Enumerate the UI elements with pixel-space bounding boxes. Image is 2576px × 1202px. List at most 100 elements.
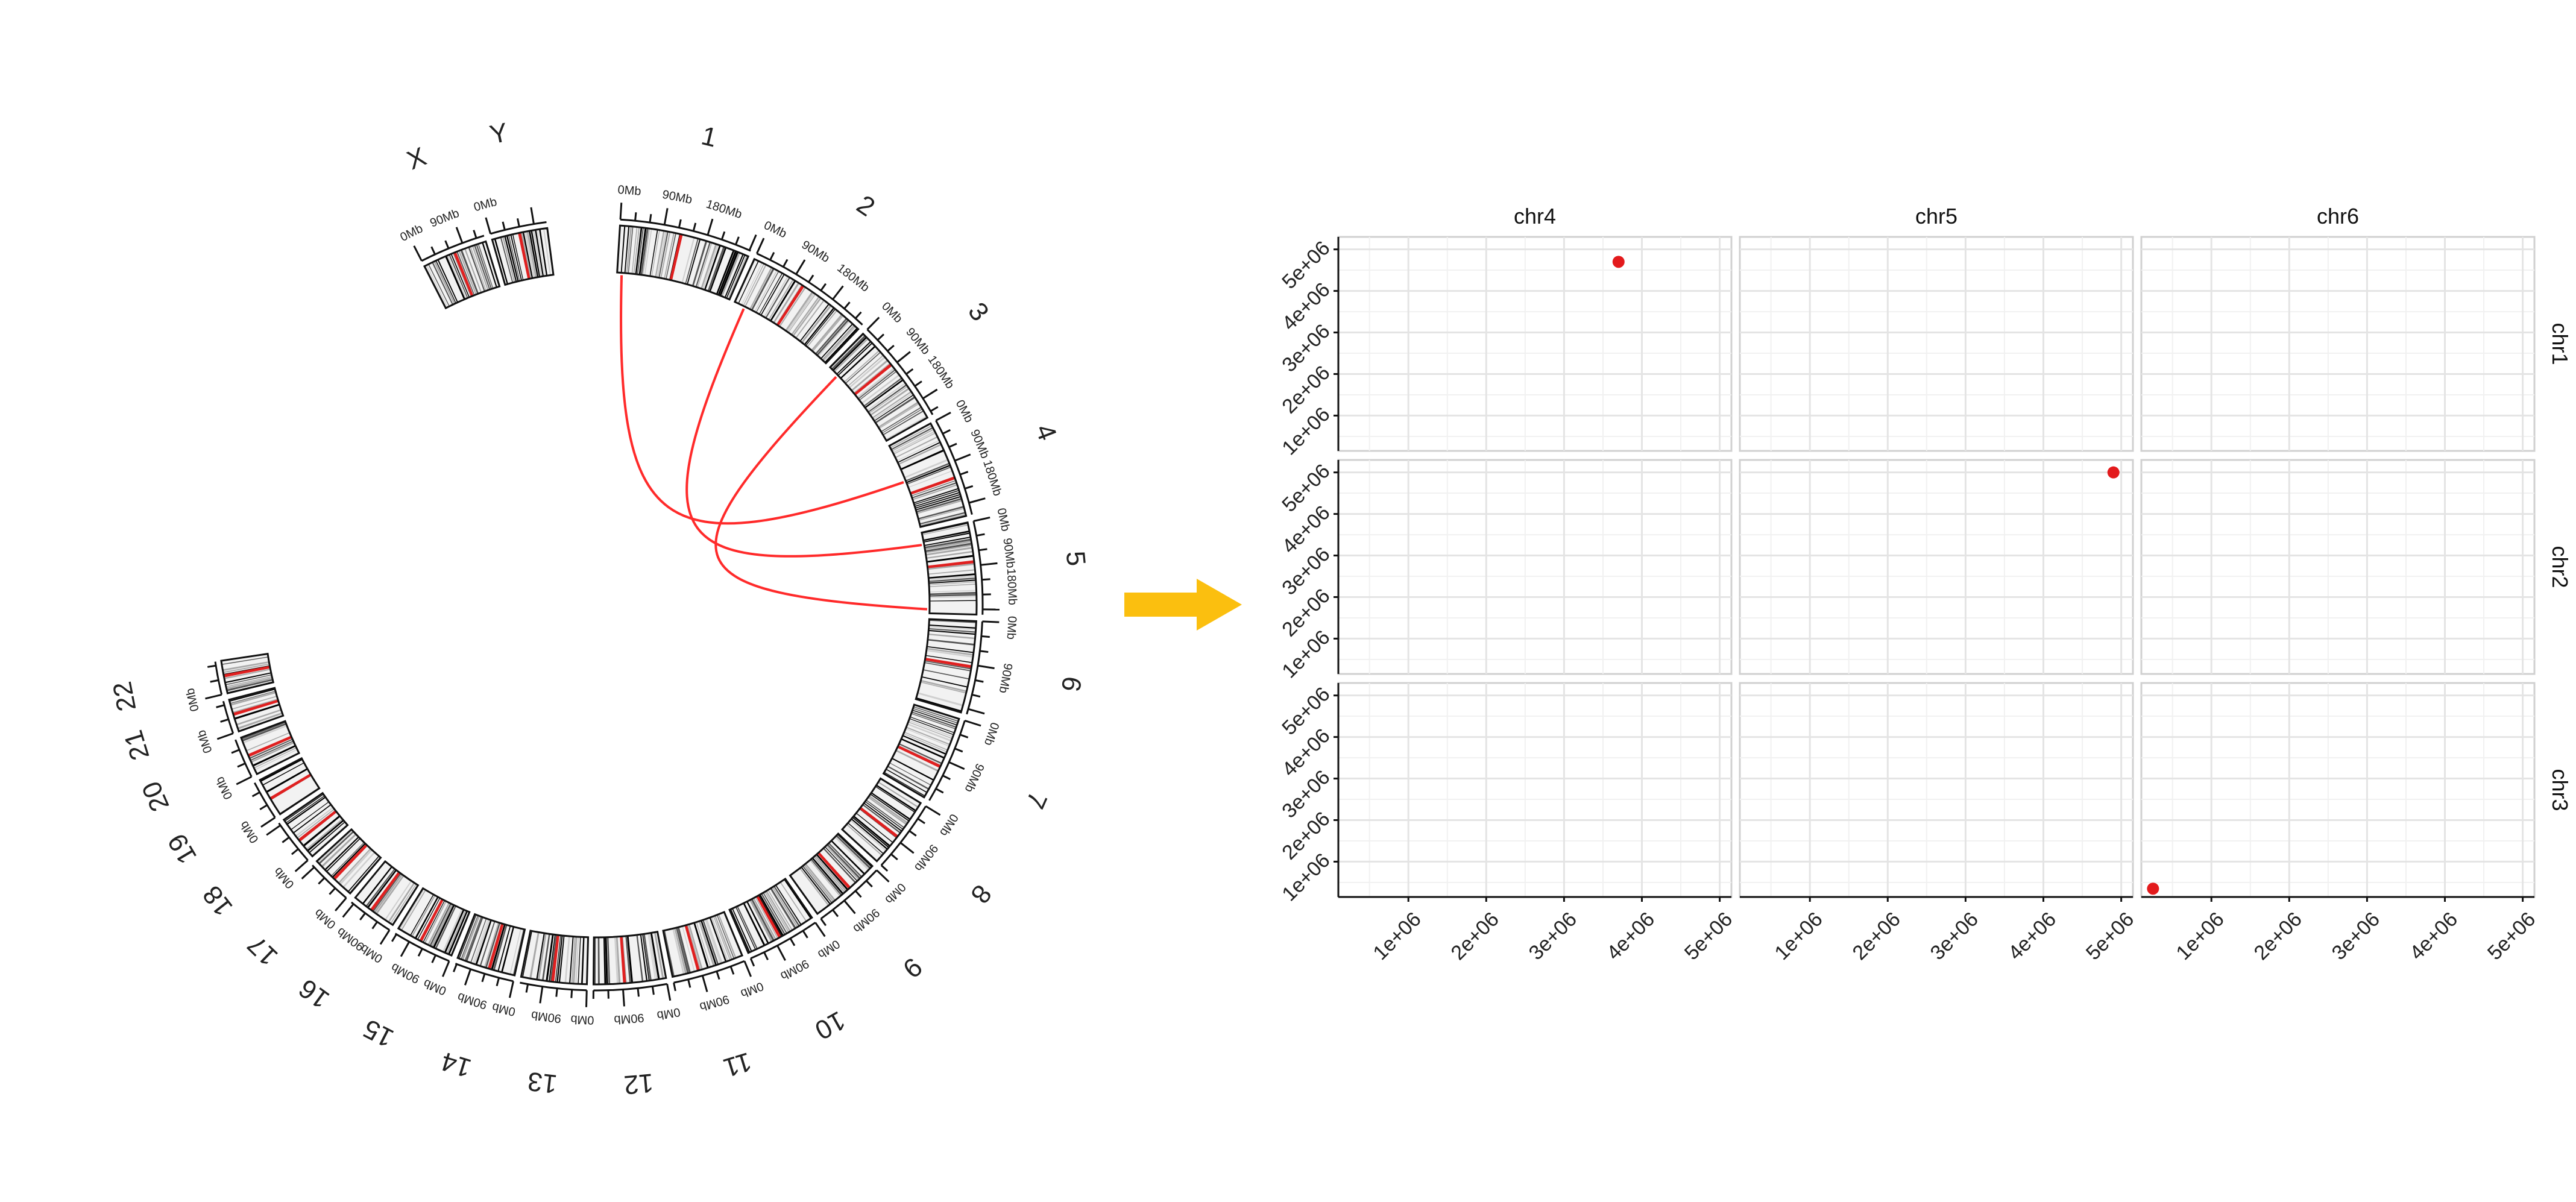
cytoband [858, 369, 896, 400]
cytoband [840, 345, 876, 379]
axis-tick [854, 311, 862, 319]
cytoband [330, 842, 365, 876]
panel-background [1739, 682, 2134, 898]
axis-tick [455, 227, 464, 244]
cytoband [221, 656, 268, 665]
axis-tick [622, 989, 625, 1007]
cytoband [878, 781, 919, 808]
cytoband [447, 255, 467, 299]
axis-tick [876, 869, 890, 883]
link-2-5 [685, 308, 922, 558]
cytoband [912, 710, 957, 726]
cytoband [716, 914, 735, 959]
cytoband [875, 784, 916, 812]
cytoband [911, 480, 956, 497]
chromosome-axis [966, 621, 983, 715]
cytoband [920, 514, 966, 526]
axis-tick [880, 864, 889, 872]
cytoband [640, 228, 649, 275]
axis-tick [964, 720, 981, 727]
cytoband [914, 489, 960, 505]
cytoband [502, 236, 515, 283]
axis-tick [832, 909, 839, 917]
cytoband [929, 584, 977, 587]
cytoband [654, 932, 664, 979]
cytoband [286, 796, 326, 825]
cytoband [730, 909, 751, 953]
cytoband [717, 251, 737, 295]
cytoband [676, 927, 689, 974]
ideogram-outline [491, 227, 555, 286]
cytoband [385, 880, 412, 920]
cytoband [767, 889, 793, 931]
cytoband [918, 508, 965, 521]
cytoband [390, 884, 417, 924]
cytoband [321, 833, 357, 867]
cytoband [903, 733, 947, 752]
cytoband [785, 291, 814, 332]
panel-background [2140, 236, 2536, 452]
cytoband [815, 318, 848, 354]
chromosome-axis [972, 521, 984, 615]
cytoband [410, 894, 434, 936]
cytoband [928, 581, 976, 585]
cytoband [847, 354, 884, 387]
cytoband [885, 415, 927, 441]
cytoband [367, 869, 397, 908]
cytoband [834, 338, 869, 373]
cytoband [872, 391, 912, 419]
axis-tick [749, 958, 755, 967]
transform-arrow-group [1124, 579, 1242, 631]
mb-label: 0Mb [1004, 615, 1019, 640]
cytoband [929, 600, 977, 602]
cytoband [718, 914, 737, 958]
cytoband [347, 855, 380, 892]
cytoband [687, 239, 701, 285]
cytoband [791, 296, 820, 336]
cytoband [823, 848, 857, 884]
cytoband [433, 904, 455, 948]
centromere-band [669, 234, 683, 281]
ideogram-outline [828, 332, 929, 442]
cytoband [306, 819, 343, 850]
cytoband [431, 904, 453, 948]
cytoband [475, 920, 492, 965]
cytoband [851, 359, 889, 392]
cytoband [528, 230, 539, 277]
cytoband [738, 260, 759, 304]
cytoband [701, 920, 717, 966]
axis-tick [525, 984, 529, 993]
axis-tick [231, 749, 240, 754]
cytoband [724, 254, 744, 298]
cytoband [318, 831, 354, 864]
cytoband [913, 708, 958, 724]
cytoband [732, 908, 752, 952]
axis-tick [973, 516, 990, 522]
cytoband [572, 936, 578, 984]
cytoband [813, 856, 846, 893]
cytoband [225, 674, 272, 685]
cytoband [852, 817, 889, 848]
cytoband [895, 436, 938, 458]
cytoband [912, 482, 957, 499]
cytoband [770, 887, 796, 929]
cytoband [879, 403, 919, 429]
ideogram-outline [592, 931, 667, 986]
chromosome-axis [490, 221, 547, 235]
chromosome-axis [593, 983, 667, 992]
mb-label: 180Mb [1004, 568, 1019, 605]
axis-tick [464, 969, 471, 986]
cytoband [923, 669, 969, 680]
cytoband [866, 382, 906, 411]
cytoband [435, 260, 456, 304]
cytoband [222, 661, 269, 672]
axis-tick [539, 986, 544, 1004]
cytoband [896, 439, 940, 461]
cytoband [465, 916, 483, 962]
cytoband [688, 924, 703, 970]
cytoband [651, 230, 660, 277]
cytoband [837, 342, 873, 376]
axis-tick [417, 948, 423, 957]
